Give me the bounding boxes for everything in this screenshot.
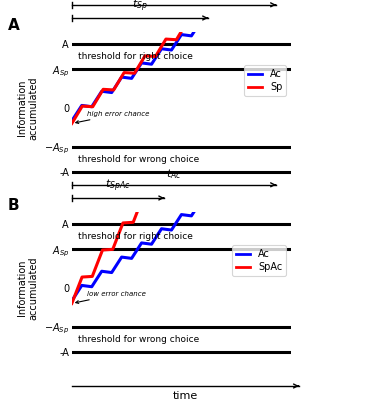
Text: threshold for wrong choice: threshold for wrong choice [78, 335, 200, 344]
Text: threshold for right choice: threshold for right choice [78, 52, 193, 61]
Y-axis label: Information
accumulated: Information accumulated [17, 256, 38, 320]
Text: threshold for wrong choice: threshold for wrong choice [78, 155, 200, 164]
Text: A: A [8, 18, 19, 33]
Text: low error chance: low error chance [76, 291, 146, 304]
Text: $t_{SpAc}$: $t_{SpAc}$ [105, 178, 131, 194]
Legend: Ac, Sp: Ac, Sp [244, 65, 286, 96]
Legend: Ac, SpAc: Ac, SpAc [232, 245, 286, 276]
Text: time: time [173, 391, 198, 400]
Y-axis label: Information
accumulated: Information accumulated [17, 76, 38, 140]
Text: threshold for right choice: threshold for right choice [78, 232, 193, 241]
Text: high error chance: high error chance [76, 111, 150, 124]
Text: $t_{Ac}$: $t_{Ac}$ [166, 167, 182, 181]
Text: $t_{Sp}$: $t_{Sp}$ [132, 0, 148, 14]
Text: $t_{Ac}$: $t_{Ac}$ [166, 0, 182, 1]
Text: B: B [8, 198, 19, 213]
